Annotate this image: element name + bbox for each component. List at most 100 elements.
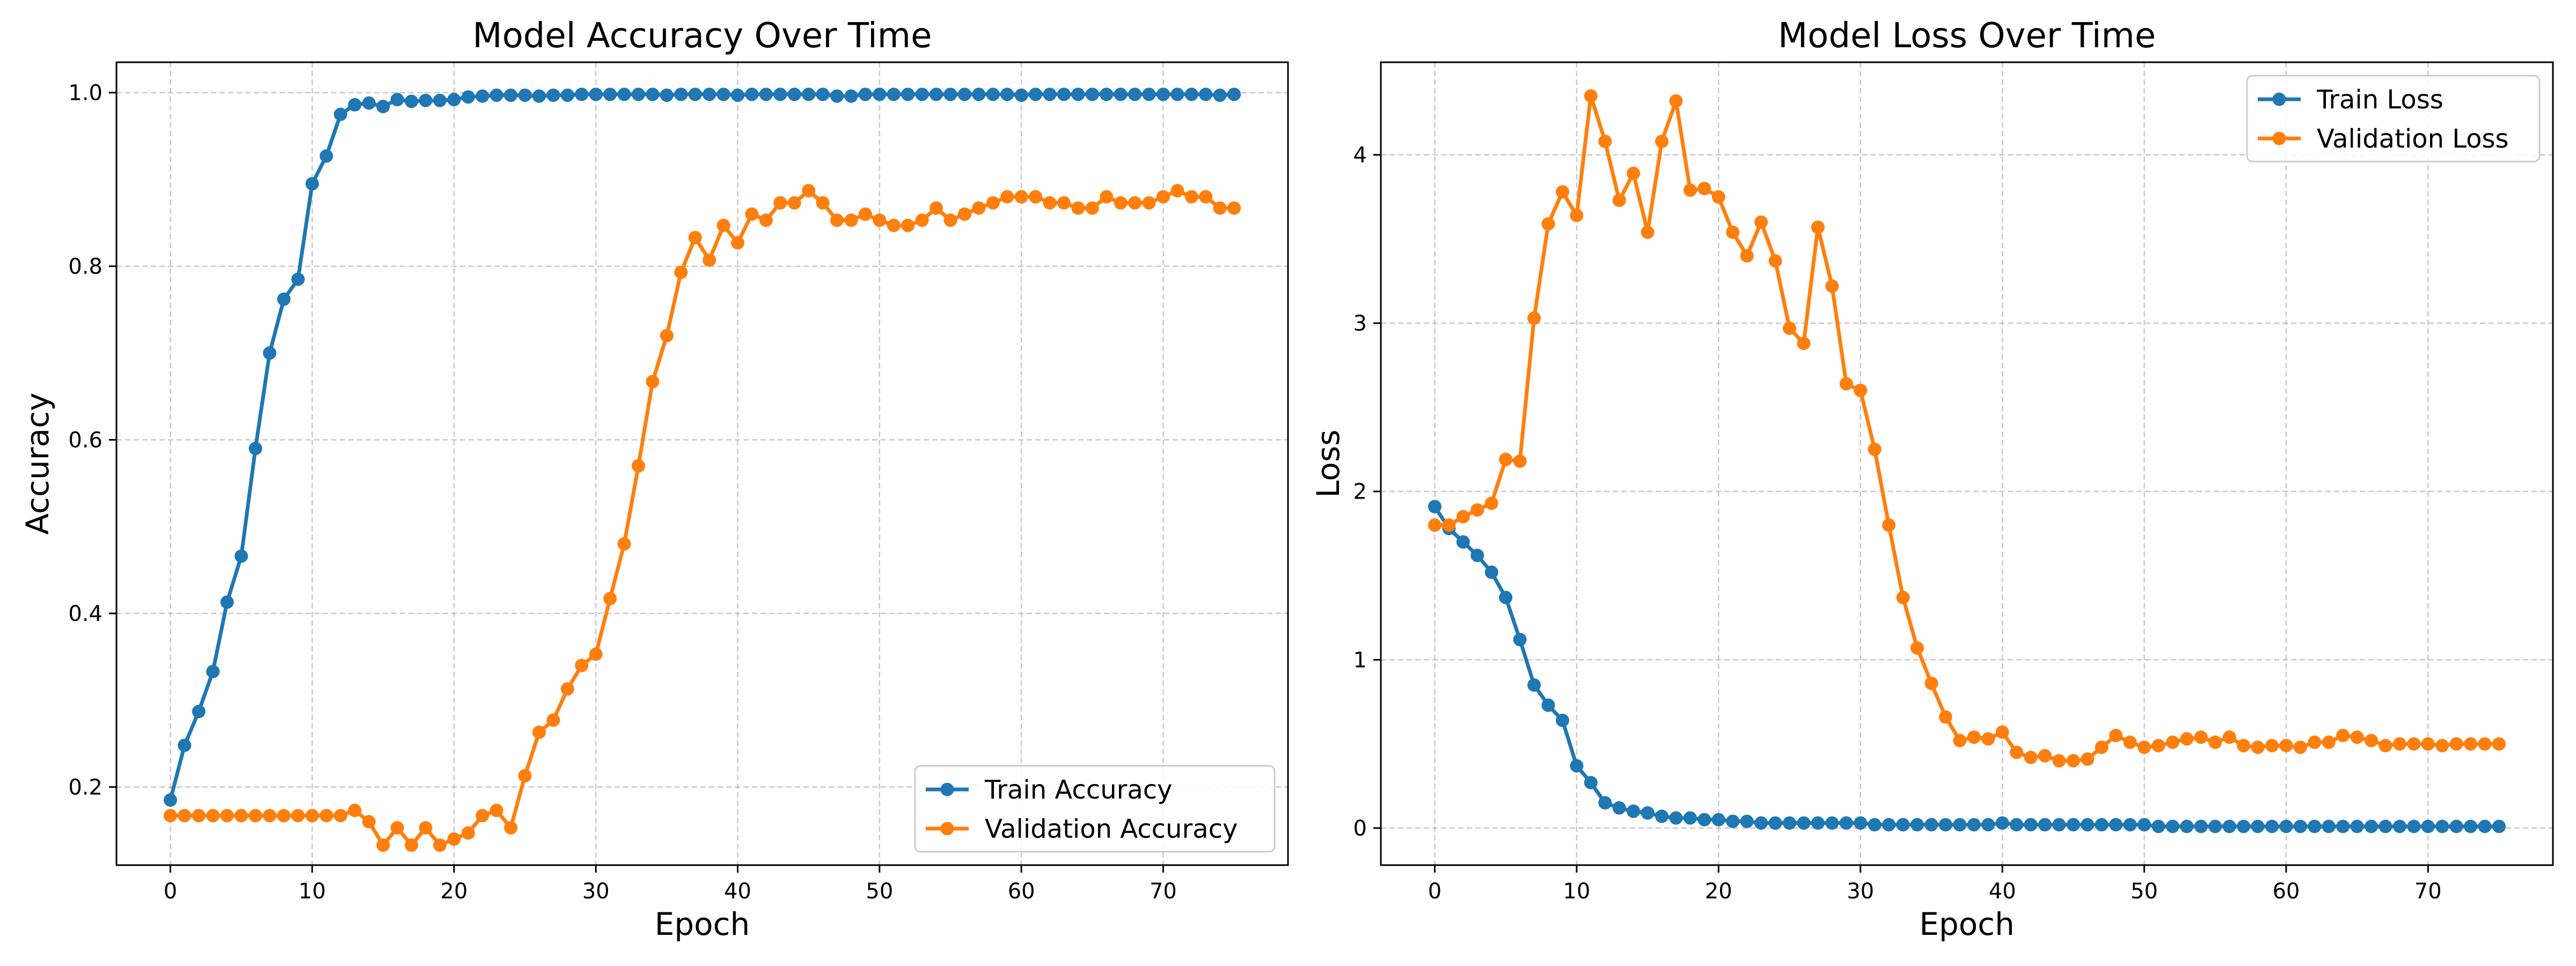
data-point: [943, 213, 957, 227]
y-tick-label: 0.2: [68, 775, 103, 800]
data-point: [1442, 518, 1456, 532]
data-point: [178, 809, 192, 823]
data-point: [2379, 738, 2392, 752]
data-point: [2322, 735, 2336, 749]
data-point: [745, 87, 759, 101]
data-point: [589, 87, 603, 101]
data-point: [1456, 510, 1470, 524]
data-point: [2010, 745, 2024, 759]
data-point: [1953, 818, 1967, 832]
y-tick-label: 0: [1353, 816, 1367, 841]
plot-frame: [1380, 61, 2554, 866]
x-tick-label: 50: [2131, 879, 2158, 904]
data-point: [1527, 311, 1541, 325]
data-point: [1541, 698, 1555, 712]
data-point: [1499, 452, 1513, 466]
data-point: [1854, 384, 1868, 398]
data-point: [1811, 220, 1825, 234]
y-tick-label: 2: [1353, 480, 1367, 504]
series-line: [169, 92, 1234, 801]
y-axis-label: Accuracy: [19, 393, 56, 535]
y-tick-label: 1: [1353, 648, 1367, 672]
data-point: [816, 87, 830, 101]
data-point: [2350, 819, 2364, 833]
data-point: [518, 88, 532, 102]
data-point: [2123, 735, 2137, 749]
legend-box: [2246, 75, 2541, 163]
data-point: [830, 89, 844, 103]
data-point: [262, 809, 276, 823]
data-point: [1669, 811, 1683, 825]
data-point: [745, 207, 759, 221]
series-line: [170, 188, 1234, 847]
x-tick-label: 30: [1847, 879, 1874, 904]
data-point: [603, 591, 617, 605]
data-point: [1156, 87, 1170, 101]
data-point: [348, 803, 362, 817]
data-point: [1612, 801, 1626, 815]
data-point: [2038, 818, 2052, 832]
x-axis-label: Epoch: [1919, 906, 2015, 942]
data-point: [1967, 730, 1981, 744]
data-point: [447, 93, 461, 107]
data-point: [915, 213, 929, 227]
data-point: [1726, 814, 1740, 828]
data-point: [1627, 166, 1641, 180]
data-point: [2265, 738, 2279, 752]
data-point: [716, 218, 730, 232]
data-point: [617, 87, 631, 101]
x-tick-label: 70: [2414, 879, 2442, 904]
data-point: [2407, 819, 2421, 833]
data-point: [560, 88, 574, 102]
x-tick-label: 40: [724, 879, 751, 904]
data-point: [277, 809, 291, 823]
data-point: [2435, 738, 2449, 752]
data-point: [2010, 818, 2024, 832]
data-point: [220, 595, 234, 609]
data-point: [957, 87, 971, 101]
data-point: [1199, 190, 1213, 204]
data-point: [1782, 816, 1796, 830]
data-point: [2293, 819, 2307, 833]
data-point: [1655, 809, 1669, 823]
data-point: [2449, 819, 2463, 833]
data-point: [2421, 819, 2435, 833]
data-point: [2464, 819, 2478, 833]
data-point: [887, 87, 901, 101]
data-point: [2024, 750, 2038, 764]
data-point: [1697, 181, 1711, 195]
data-point: [1896, 818, 1910, 832]
data-point: [2365, 734, 2379, 748]
data-point: [1085, 201, 1099, 215]
plot-frame: [115, 61, 1289, 866]
data-point: [305, 177, 319, 191]
data-point: [1071, 87, 1085, 101]
data-point: [1114, 87, 1128, 101]
data-point: [986, 196, 1000, 210]
data-point: [915, 87, 929, 101]
data-point: [2165, 735, 2179, 749]
data-point: [930, 87, 943, 101]
data-point: [873, 87, 887, 101]
data-point: [2336, 819, 2350, 833]
data-point: [1882, 518, 1896, 532]
data-point: [1612, 193, 1626, 207]
data-point: [2095, 818, 2109, 832]
data-point: [2421, 737, 2435, 751]
data-point: [1555, 185, 1569, 199]
data-point: [433, 93, 447, 107]
data-point: [546, 713, 560, 727]
data-point: [986, 87, 1000, 101]
data-point: [235, 809, 248, 823]
y-tick-label: 1.0: [68, 81, 103, 106]
data-point: [1428, 518, 1441, 532]
data-point: [206, 809, 220, 823]
data-point: [2407, 737, 2421, 751]
data-point: [1754, 215, 1768, 229]
data-point: [2365, 819, 2379, 833]
data-point: [646, 375, 660, 389]
data-point: [362, 96, 376, 110]
data-point: [2336, 729, 2350, 743]
data-point: [787, 87, 801, 101]
data-point: [1428, 500, 1441, 514]
